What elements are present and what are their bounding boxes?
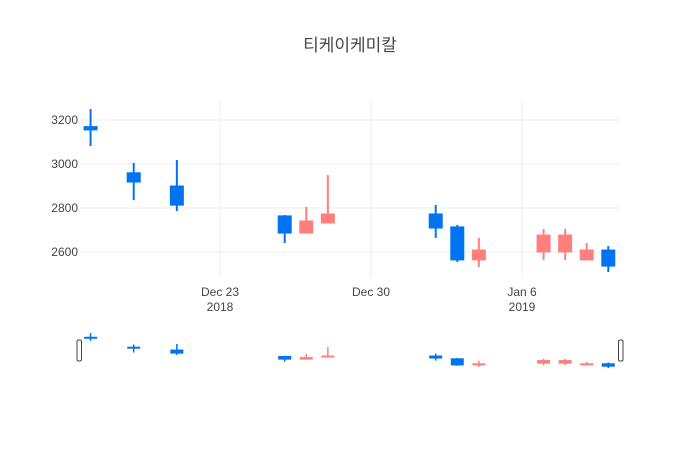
candle[interactable] — [169, 160, 184, 212]
y-axis: 2600 2800 3000 3200 — [51, 113, 78, 259]
candle[interactable] — [428, 204, 443, 238]
range-slider[interactable] — [76, 333, 624, 368]
range-slider-candles — [84, 333, 615, 368]
candle[interactable] — [277, 215, 292, 243]
range-slider-candle — [450, 357, 464, 366]
x-tick-label: Dec 23 — [201, 285, 239, 299]
x-tick-year: 2018 — [207, 300, 234, 314]
chart-title: 티케이케미칼 — [303, 36, 397, 56]
candle[interactable] — [558, 228, 573, 260]
gridlines — [80, 100, 620, 278]
range-slider-candle — [601, 362, 615, 368]
y-tick-label: 3000 — [51, 157, 78, 171]
candle[interactable] — [471, 237, 486, 267]
candle[interactable] — [450, 224, 465, 262]
range-slider-candle — [84, 333, 98, 341]
x-tick-label: Dec 30 — [352, 285, 390, 299]
range-slider-handle-right[interactable] — [618, 339, 624, 362]
candle[interactable] — [83, 109, 98, 146]
range-slider-candle — [127, 344, 141, 353]
range-slider-candle — [170, 343, 184, 355]
y-tick-label: 3200 — [51, 113, 78, 127]
candle[interactable] — [320, 175, 335, 224]
y-tick-label: 2800 — [51, 201, 78, 215]
x-tick-year: 2019 — [509, 300, 536, 314]
range-slider-candle — [558, 358, 572, 366]
range-slider-candle — [580, 361, 594, 366]
range-slider-handle-left[interactable] — [76, 339, 82, 362]
range-slider-candle — [537, 358, 551, 366]
range-slider-candle — [299, 354, 313, 360]
candle[interactable] — [579, 242, 594, 261]
range-slider-candle — [321, 347, 335, 358]
candle[interactable] — [126, 162, 141, 201]
range-slider-candle — [429, 353, 443, 361]
candle[interactable] — [536, 228, 551, 260]
x-tick-label: Jan 6 — [507, 285, 537, 299]
candles[interactable] — [83, 109, 616, 273]
range-slider-candle — [472, 360, 486, 367]
y-tick-label: 2600 — [51, 245, 78, 259]
candle[interactable] — [299, 206, 314, 234]
range-slider-candle — [278, 355, 292, 362]
candle[interactable] — [601, 246, 616, 273]
